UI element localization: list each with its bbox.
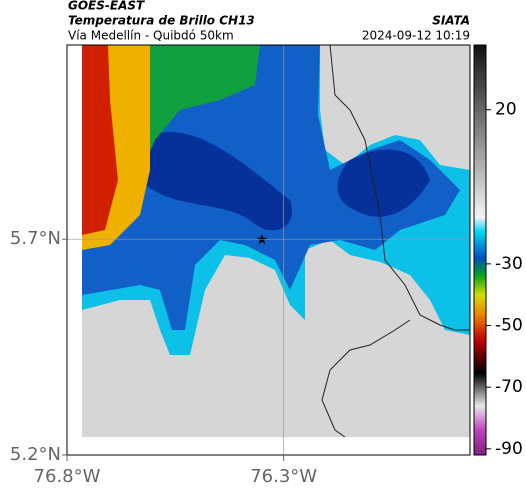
colorbar-tick-label: -90	[495, 439, 523, 459]
x-tick-label: 76.8°W	[34, 466, 101, 487]
y-tick-label: 5.7°N	[10, 228, 61, 249]
colorbar-tick-label: -30	[495, 254, 523, 274]
title: GOES-EAST	[68, 0, 145, 13]
map-frame	[66, 44, 471, 456]
colorbar-tick-label: -50	[495, 316, 523, 336]
subtitle: Temperatura de Brillo CH13	[68, 14, 255, 28]
x-tick-label: 76.3°W	[250, 466, 317, 487]
colorbar-tick-label: 20	[495, 100, 517, 120]
timestamp: 2024-09-12 10:19	[362, 29, 470, 43]
route: Vía Medellín - Quibdó 50km	[68, 29, 234, 43]
svg-text:★: ★	[256, 232, 269, 248]
satellite-image: ★	[82, 45, 470, 437]
colorbar-tick-label: -70	[495, 377, 523, 397]
source: SIATA	[432, 14, 470, 28]
colorbar	[473, 44, 487, 456]
y-tick-label: 5.2°N	[10, 444, 61, 465]
